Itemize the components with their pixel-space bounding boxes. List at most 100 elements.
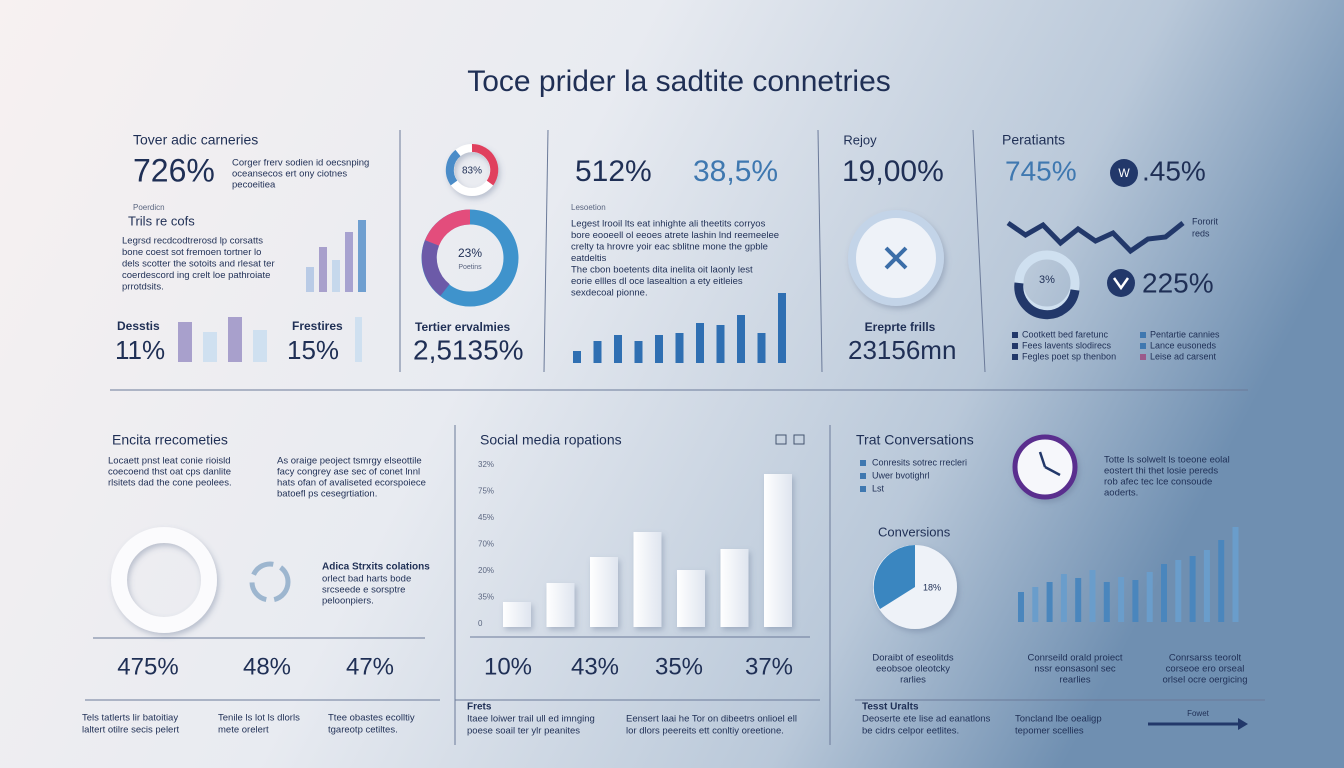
paragraph-line: rlsitets dad the cone peolees.	[108, 478, 232, 489]
paragraph-line: orlsel ocre oergicing	[1162, 675, 1247, 686]
bar	[1060, 574, 1067, 622]
paragraph-line: orlect bad harts bode	[322, 574, 411, 585]
legend-label: Conresits sotrec rrecleri	[872, 457, 967, 467]
stat: 475%	[117, 653, 178, 680]
label: Poetins	[458, 264, 482, 271]
legend-swatch	[860, 486, 866, 492]
paragraph-line: hats ofan of avaliseted ecorspoiece	[277, 478, 426, 489]
ring	[111, 527, 217, 633]
paragraph-line: batoefl ps cesegrtiation.	[277, 489, 377, 500]
panel-title: Peratiants	[1002, 132, 1065, 148]
paragraph-line: peloonpiers.	[322, 596, 374, 607]
bar	[764, 474, 792, 627]
paragraph-line: prrotdsits.	[122, 282, 164, 293]
axis-label: 20%	[478, 566, 494, 575]
paragraph-line: coerdescord ing crelt loe pathroiate	[122, 270, 270, 281]
icon	[793, 434, 805, 445]
paragraph-line: rob afec tec lce consoude	[1104, 477, 1212, 488]
paragraph-line: reds	[1192, 228, 1210, 238]
ring-arc	[1014, 282, 1080, 320]
x-icon	[884, 246, 908, 270]
paragraph-line: rarlies	[900, 675, 926, 686]
legend-label: Fegles poet sp thenbon	[1022, 351, 1116, 361]
label: Tesst Uralts	[862, 702, 919, 713]
stat: 19,00%	[842, 155, 944, 188]
dividers	[85, 129, 1265, 745]
stat: .45%	[1142, 155, 1206, 186]
bar	[614, 335, 622, 363]
bar	[178, 322, 192, 362]
stat: 726%	[133, 152, 215, 188]
bar	[358, 220, 366, 292]
bar	[319, 247, 327, 292]
legend-swatch	[1140, 332, 1146, 338]
badge	[1110, 159, 1138, 187]
legend-label: Leise ad carsent	[1150, 351, 1217, 361]
legend-swatch	[1012, 354, 1018, 360]
bar	[757, 333, 766, 363]
paragraph-line: Fororit	[1192, 216, 1219, 226]
legend-label: Lance eusoneds	[1150, 340, 1217, 350]
stat: 38,5%	[693, 155, 778, 188]
axis-label: 35%	[478, 593, 494, 602]
paragraph-line: Conrseild orald proiect	[1027, 653, 1122, 664]
paragraph-line: eatdeltis	[571, 253, 607, 264]
stat: 35%	[655, 653, 703, 680]
bar	[1203, 550, 1210, 622]
axis-label: 75%	[478, 487, 494, 496]
bar	[1232, 527, 1239, 622]
stat: 37%	[745, 653, 793, 680]
axis-label: 32%	[478, 460, 494, 469]
paragraph-line: aoderts.	[1104, 488, 1138, 499]
stat: 11%	[115, 335, 165, 365]
panel-title: Social media ropations	[480, 432, 622, 448]
paragraph-line: tepomer scellies	[1015, 726, 1084, 737]
bar	[593, 341, 602, 363]
stat: 745%	[1005, 155, 1077, 186]
bar	[503, 602, 531, 627]
label: Tertier ervalmies	[415, 320, 510, 334]
bar	[677, 570, 705, 627]
paragraph-line: corseoe ero orseal	[1166, 664, 1245, 675]
bar	[1103, 582, 1110, 622]
paragraph-line: srcseede e sorsptre	[322, 585, 405, 596]
label: Fowet	[1187, 709, 1210, 718]
paragraph-line: mete orelert	[218, 725, 269, 736]
label: Frestires	[292, 319, 343, 333]
bar	[573, 351, 581, 363]
bar	[1146, 572, 1153, 622]
ring-arc	[445, 149, 461, 186]
badge	[1107, 269, 1135, 297]
bar	[253, 330, 267, 362]
paragraph-line: Eensert laai he Tor on dibeetrs onlioel …	[626, 714, 797, 725]
subheading: Trils re cofs	[128, 213, 195, 228]
label: Rejoy	[843, 132, 877, 147]
bar	[720, 549, 749, 627]
paragraph-line: Ttee obastes ecolltiy	[328, 713, 415, 724]
paragraph-line: Corger frerv sodien id oecsnping	[232, 158, 369, 169]
paragraph-line: The cbon boetents dita inelita oit laonl…	[571, 265, 753, 276]
axis-label: 45%	[478, 513, 494, 522]
label: 3%	[1039, 274, 1055, 286]
paragraph-line: crelty ta hrovre yoir eac sblitne mone t…	[571, 242, 768, 253]
ring-arc	[471, 143, 499, 186]
paragraph-line: Itaee loiwer trail ull ed imnging	[467, 714, 595, 725]
paragraph-line: tgareotp cetiltes.	[328, 725, 398, 736]
paragraph-line: nssr eonsasonl sec	[1034, 664, 1116, 675]
paragraph-line: eeobsoe oleotcky	[876, 664, 950, 675]
icon	[775, 434, 787, 445]
paragraph-line: Tels tatlerts lir batoitiay	[82, 713, 178, 724]
paragraph-line: Totte ls solwelt ls toeone eolal	[1104, 455, 1230, 466]
label: W	[1118, 166, 1130, 180]
panel-title: Encita rrecometies	[112, 432, 228, 448]
bar	[1218, 540, 1225, 622]
stat: 48%	[243, 653, 291, 680]
legend-label: Fees lavents slodirecs	[1022, 340, 1112, 350]
bar	[355, 317, 362, 362]
label: 18%	[923, 582, 941, 592]
donut-arc	[425, 209, 471, 247]
divider	[543, 129, 549, 373]
paragraph-line: Doraibt of eseolitds	[872, 653, 954, 664]
label: 83%	[462, 166, 482, 177]
